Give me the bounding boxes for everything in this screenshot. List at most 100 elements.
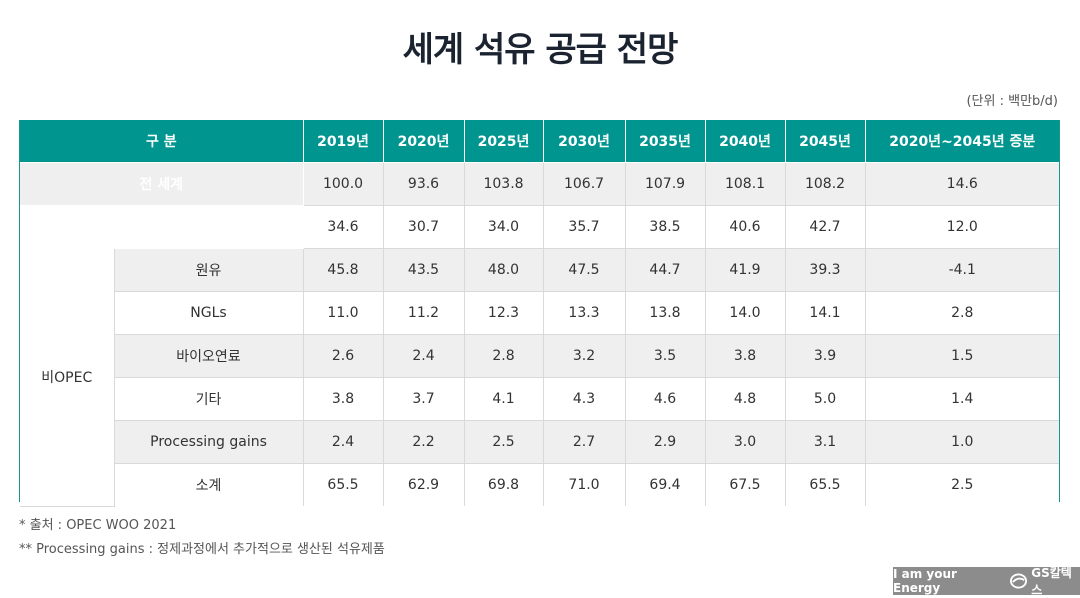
- group-label-non-opec: 비OPEC: [20, 248, 115, 507]
- footnote-processing-gains: ** Processing gains : 정제과정에서 추가적으로 생산된 석…: [19, 542, 385, 557]
- gs-swirl-icon: [1010, 573, 1028, 589]
- cell: 106.7: [542, 162, 626, 206]
- cell: 40.6: [704, 205, 786, 249]
- brand-logo: I am your Energy GS칼텍스: [893, 564, 1080, 598]
- cell: 41.9: [704, 248, 786, 292]
- cell: 5.0: [784, 377, 866, 421]
- cell: 69.8: [463, 463, 544, 506]
- cell: 107.9: [624, 162, 706, 206]
- cell: 3.5: [624, 334, 706, 378]
- cell: 11.0: [302, 291, 384, 335]
- row-label: NGLs: [113, 291, 304, 335]
- row-label: 바이오연료: [113, 334, 304, 378]
- table-row-subtotal: 소계 65.5 62.9 69.8 71.0 69.4 67.5 65.5 2.…: [20, 463, 1059, 506]
- cell: 43.5: [382, 248, 465, 292]
- supply-table-container: 구 분 2019년 2020년 2025년 2030년 2035년 2040년 …: [19, 120, 1060, 507]
- cell: 108.1: [704, 162, 786, 206]
- cell: 3.0: [704, 420, 786, 464]
- header-increment: 2020년~2045년 증분: [864, 120, 1059, 163]
- table-row-opec: OPEC 34.6 30.7 34.0 35.7 38.5 40.6 42.7 …: [20, 205, 1059, 249]
- table-row: 기타 3.8 3.7 4.1 4.3 4.6 4.8 5.0 1.4: [20, 377, 1059, 421]
- cell: 2.6: [302, 334, 384, 378]
- cell: 34.6: [302, 205, 384, 249]
- table-row: 비OPEC 원유 45.8 43.5 48.0 47.5 44.7 41.9 3…: [20, 248, 1059, 507]
- cell: 34.0: [463, 205, 544, 249]
- header-year: 2030년: [542, 120, 626, 163]
- cell: 2.5: [463, 420, 544, 464]
- unit-label: (단위 : 백만b/d): [966, 94, 1058, 109]
- row-label: 소계: [113, 463, 304, 506]
- row-label: 기타: [113, 377, 304, 421]
- header-year: 2019년: [302, 120, 384, 163]
- cell: 2.8: [463, 334, 544, 378]
- cell: 65.5: [784, 463, 866, 506]
- cell: 14.0: [704, 291, 786, 335]
- footnote-source: * 출처 : OPEC WOO 2021: [19, 518, 177, 533]
- cell: 71.0: [542, 463, 626, 506]
- header-year: 2020년: [382, 120, 465, 163]
- footnotes: * 출처 : OPEC WOO 2021 ** Processing gains…: [19, 514, 385, 562]
- supply-table: 구 분 2019년 2020년 2025년 2030년 2035년 2040년 …: [20, 120, 1059, 507]
- cell: 69.4: [624, 463, 706, 506]
- cell: 67.5: [704, 463, 786, 506]
- cell: 12.3: [463, 291, 544, 335]
- page-title: 세계 석유 공급 전망: [402, 30, 679, 70]
- row-label: OPEC: [20, 205, 304, 249]
- cell: 12.0: [864, 205, 1059, 249]
- cell: 2.8: [864, 291, 1059, 335]
- cell: 93.6: [382, 162, 465, 206]
- cell: 44.7: [624, 248, 706, 292]
- cell: 35.7: [542, 205, 626, 249]
- cell: 108.2: [784, 162, 866, 206]
- cell: 13.8: [624, 291, 706, 335]
- cell: 13.3: [542, 291, 626, 335]
- cell: 42.7: [784, 205, 866, 249]
- cell: 3.7: [382, 377, 465, 421]
- table-row: Processing gains 2.4 2.2 2.5 2.7 2.9 3.0…: [20, 420, 1059, 464]
- cell: 45.8: [302, 248, 384, 292]
- cell: 3.8: [704, 334, 786, 378]
- cell: 2.4: [382, 334, 465, 378]
- table-row-world: 전 세계 100.0 93.6 103.8 106.7 107.9 108.1 …: [20, 162, 1059, 206]
- cell: 2.9: [624, 420, 706, 464]
- cell: 2.4: [302, 420, 384, 464]
- cell: 62.9: [382, 463, 465, 506]
- header-category: 구 분: [20, 120, 304, 163]
- cell: 3.1: [784, 420, 866, 464]
- cell: 100.0: [302, 162, 384, 206]
- cell: 4.8: [704, 377, 786, 421]
- cell: 1.0: [864, 420, 1059, 464]
- row-label: Processing gains: [113, 420, 304, 464]
- cell: 14.6: [864, 162, 1059, 206]
- cell: 4.6: [624, 377, 706, 421]
- cell: 38.5: [624, 205, 706, 249]
- cell: 3.9: [784, 334, 866, 378]
- gs-caltex-mark: GS칼텍스: [1010, 564, 1080, 598]
- header-year: 2035년: [624, 120, 706, 163]
- cell: 103.8: [463, 162, 544, 206]
- cell: 48.0: [463, 248, 544, 292]
- cell: -4.1: [864, 248, 1059, 292]
- row-label: 원유: [113, 248, 304, 292]
- header-year: 2025년: [463, 120, 544, 163]
- table-row: NGLs 11.0 11.2 12.3 13.3 13.8 14.0 14.1 …: [20, 291, 1059, 335]
- cell: 39.3: [784, 248, 866, 292]
- cell: 11.2: [382, 291, 465, 335]
- cell: 3.8: [302, 377, 384, 421]
- cell: 1.5: [864, 334, 1059, 378]
- cell: 1.4: [864, 377, 1059, 421]
- cell: 30.7: [382, 205, 465, 249]
- logo-slogan: I am your Energy: [893, 567, 957, 595]
- cell: 2.2: [382, 420, 465, 464]
- cell: 47.5: [542, 248, 626, 292]
- cell: 2.5: [864, 463, 1059, 506]
- row-label: 전 세계: [20, 162, 304, 206]
- header-row: 구 분 2019년 2020년 2025년 2030년 2035년 2040년 …: [20, 120, 1059, 163]
- cell: 3.2: [542, 334, 626, 378]
- header-year: 2040년: [704, 120, 786, 163]
- header-year: 2045년: [784, 120, 866, 163]
- cell: 4.1: [463, 377, 544, 421]
- cell: 4.3: [542, 377, 626, 421]
- cell: 14.1: [784, 291, 866, 335]
- logo-brand: GS칼텍스: [1031, 566, 1072, 597]
